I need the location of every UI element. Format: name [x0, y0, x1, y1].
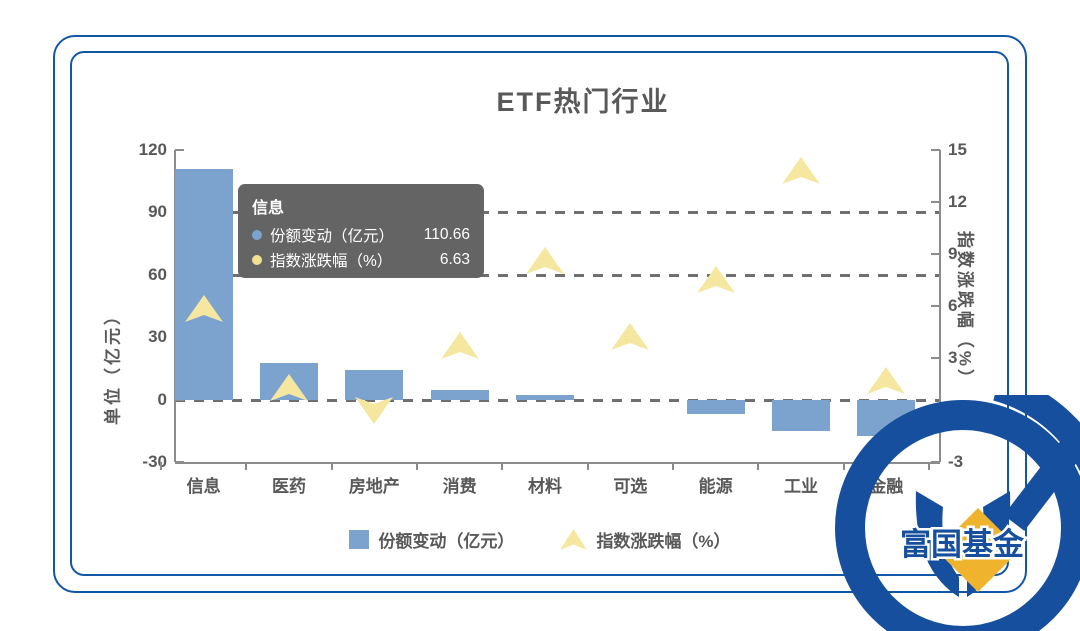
card-inner-border — [70, 51, 1009, 576]
logo-text: 富国基金 — [900, 527, 1025, 562]
legend-label: 指数涨跌幅（%） — [596, 532, 731, 551]
left-axis-tick-label: 60 — [148, 264, 167, 284]
gridline-60 — [175, 273, 940, 277]
bottom-axis-tick — [330, 462, 333, 470]
right-axis-tick — [931, 305, 940, 307]
right-axis-tick-label: 12 — [948, 192, 967, 211]
tooltip: 信息 份额变动（亿元） 110.66 指数涨跌幅（%） 6.63 — [238, 184, 484, 278]
gridline-90 — [175, 211, 940, 215]
left-axis-tick-label: 90 — [148, 202, 167, 222]
tooltip-title: 信息 — [252, 200, 285, 217]
bottom-axis-tick — [245, 462, 248, 470]
logo-diamond — [936, 508, 1020, 592]
right-axis-tick — [931, 149, 940, 151]
x-axis-label-医药: 医药 — [271, 477, 306, 496]
legend-triangle-icon — [560, 529, 588, 550]
right-axis-tick-label: 15 — [948, 140, 967, 159]
bottom-axis-tick — [757, 462, 760, 470]
right-axis-tick-label: 9 — [948, 244, 958, 263]
left-axis-tick — [175, 149, 184, 151]
bar-工业[interactable] — [771, 399, 830, 431]
left-axis-tick — [175, 461, 184, 463]
bottom-axis-tick — [586, 462, 589, 470]
marker-医药[interactable] — [269, 373, 308, 401]
logo-tulip-left — [915, 491, 959, 597]
tooltip-label: 指数涨跌幅（%） — [270, 252, 393, 270]
card-outer-border — [53, 35, 1027, 593]
logo-swoosh — [992, 395, 1080, 472]
tooltip-label: 份额变动（亿元） — [270, 227, 395, 245]
tooltip-value: 110.66 — [423, 225, 470, 243]
tooltip-rows: 份额变动（亿元） 110.66 指数涨跌幅（%） 6.63 — [252, 222, 470, 272]
x-axis-label-消费: 消费 — [442, 477, 477, 496]
left-axis-tick-label: 120 — [138, 140, 167, 159]
tooltip-row: 指数涨跌幅（%） 6.63 — [252, 247, 470, 272]
x-axis-label-可选: 可选 — [613, 477, 648, 496]
marker-可选[interactable] — [611, 323, 650, 351]
legend: 份额变动（亿元） 指数涨跌幅（%） — [0, 527, 1080, 552]
x-axis-label-金融: 金融 — [869, 477, 904, 496]
marker-能源[interactable] — [696, 266, 735, 294]
gridline-0 — [175, 398, 940, 402]
marker-工业[interactable] — [781, 156, 820, 184]
bottom-axis-line — [175, 462, 940, 464]
right-axis-tick-label: 3 — [948, 348, 958, 367]
legend-label: 份额变动（亿元） — [378, 532, 515, 551]
bottom-axis-tick — [671, 462, 674, 470]
bottom-axis-tick — [842, 462, 845, 470]
legend-item-指数涨跌幅（%）[interactable]: 指数涨跌幅（%） — [560, 527, 731, 552]
tooltip-series-dot-icon — [252, 229, 262, 240]
marker-材料[interactable] — [525, 247, 564, 275]
logo-right-band — [1003, 429, 1080, 531]
bar-材料[interactable] — [515, 395, 574, 400]
tooltip-series-dot-icon — [252, 254, 262, 265]
marker-房地产[interactable] — [355, 396, 394, 424]
bottom-axis-tick — [160, 462, 162, 470]
marker-金融[interactable] — [867, 366, 906, 394]
bar-能源[interactable] — [686, 399, 745, 415]
right-axis-tick-label: 6 — [948, 296, 958, 315]
bottom-axis-tick — [501, 462, 504, 470]
right-axis-tick-label: -3 — [948, 452, 964, 471]
left-axis-tick-label: 30 — [148, 327, 167, 347]
tooltip-value: 6.63 — [439, 250, 470, 268]
chart-title: ETF热门行业 — [496, 87, 670, 117]
left-axis-tick-label: 0 — [157, 389, 167, 409]
bar-消费[interactable] — [430, 390, 489, 400]
bar-房地产[interactable] — [345, 370, 404, 400]
fullgoal-fund-logo: 富国基金 — [835, 395, 1080, 631]
right-axis-tick — [931, 461, 940, 463]
left-axis-title: 单位（亿元） — [103, 305, 123, 425]
marker-信息[interactable] — [184, 295, 223, 323]
marker-消费[interactable] — [440, 332, 479, 359]
right-axis-tick — [931, 201, 940, 203]
x-axis-label-能源: 能源 — [698, 477, 733, 496]
x-axis-label-材料: 材料 — [527, 477, 562, 496]
tooltip-row: 份额变动（亿元） 110.66 — [252, 222, 470, 247]
x-axis-label-信息: 信息 — [186, 477, 221, 496]
bottom-axis-tick — [415, 462, 418, 470]
x-axis-label-房地产: 房地产 — [348, 477, 400, 496]
bottom-axis-tick — [927, 462, 930, 470]
right-axis-title: 指数涨跌幅（%） — [955, 230, 975, 390]
right-axis-tick — [931, 253, 940, 255]
left-axis-tick — [175, 398, 184, 401]
right-axis-line — [939, 150, 941, 462]
right-axis-tick — [931, 357, 940, 359]
bar-信息[interactable] — [174, 169, 233, 400]
legend-bar-swatch-icon — [349, 530, 370, 549]
x-axis-label-工业: 工业 — [783, 477, 818, 496]
legend-item-份额变动（亿元）[interactable]: 份额变动（亿元） — [349, 527, 514, 552]
logo-ring — [835, 400, 1080, 631]
